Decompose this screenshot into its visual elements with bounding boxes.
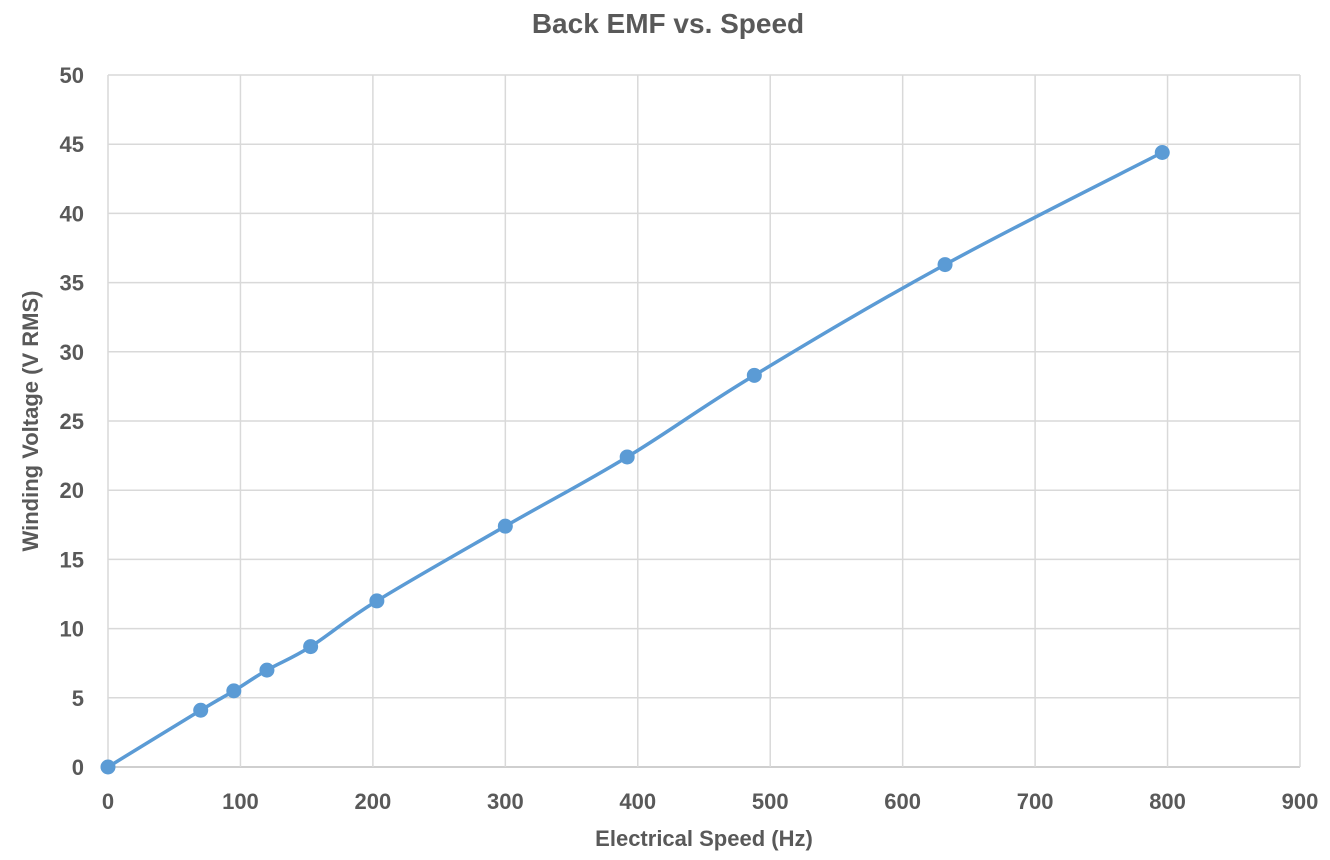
x-tick-label: 400 [619, 789, 656, 814]
y-tick-label: 15 [60, 547, 84, 572]
data-point [226, 683, 242, 699]
data-point [746, 367, 762, 383]
data-point [369, 593, 385, 609]
chart-title: Back EMF vs. Speed [532, 8, 804, 39]
y-tick-label: 40 [60, 201, 84, 226]
x-tick-label: 300 [487, 789, 524, 814]
data-point [619, 449, 635, 465]
x-tick-label: 700 [1017, 789, 1054, 814]
y-tick-label: 0 [72, 755, 84, 780]
data-point [259, 662, 275, 678]
x-tick-label: 500 [752, 789, 789, 814]
data-point [1154, 145, 1170, 161]
x-tick-label: 800 [1149, 789, 1186, 814]
x-tick-label: 0 [102, 789, 114, 814]
data-point [193, 702, 209, 718]
grid-layer [107, 74, 1301, 768]
y-tick-label: 45 [60, 132, 84, 157]
x-tick-label: 200 [355, 789, 392, 814]
y-axis-label: Winding Voltage (V RMS) [18, 291, 43, 552]
data-point [497, 518, 513, 534]
x-tick-label: 100 [222, 789, 259, 814]
y-tick-label: 20 [60, 478, 84, 503]
data-point [303, 639, 319, 655]
y-tick-label: 10 [60, 617, 84, 642]
data-point [937, 257, 953, 273]
x-axis-label: Electrical Speed (Hz) [595, 826, 813, 851]
y-tick-label: 35 [60, 271, 84, 296]
y-tick-label: 50 [60, 63, 84, 88]
y-tick-label: 5 [72, 686, 84, 711]
x-tick-label: 600 [884, 789, 921, 814]
series-layer [100, 145, 1170, 775]
data-point [100, 759, 116, 775]
x-tick-label: 900 [1282, 789, 1319, 814]
y-tick-label: 30 [60, 340, 84, 365]
y-tick-label: 25 [60, 409, 84, 434]
